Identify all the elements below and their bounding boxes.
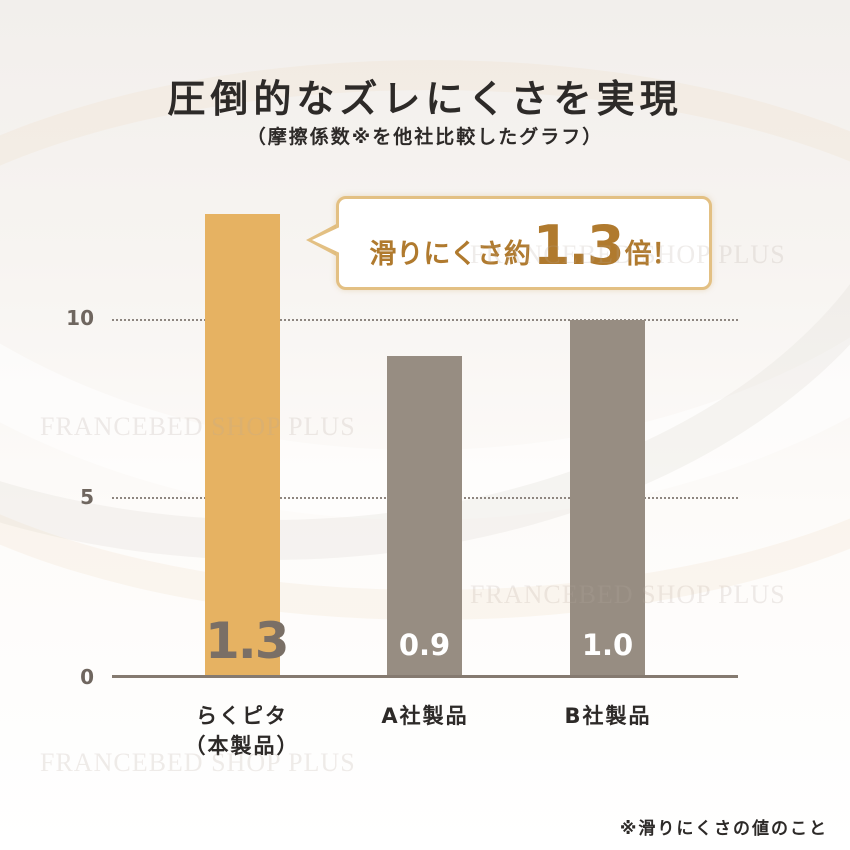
callout-prefix: 滑りにくさ約 bbox=[369, 239, 531, 270]
callout-suffix: 倍！ bbox=[624, 239, 679, 270]
chart-subtitle: （摩擦係数※を他社比較したグラフ） bbox=[246, 126, 604, 148]
bar-company-b: 1.0 bbox=[570, 320, 645, 676]
y-tick-5: 5 bbox=[80, 485, 94, 509]
x-label-company-a: A社製品 bbox=[381, 704, 469, 728]
bar-company-a: 0.9 bbox=[387, 356, 462, 676]
x-axis-baseline bbox=[112, 675, 738, 678]
bar-value-label: 1.3 bbox=[205, 612, 290, 670]
x-label-company-b: B社製品 bbox=[564, 704, 652, 728]
x-label-line1: らくピタ bbox=[196, 704, 288, 728]
watermark: FRANCEBED SHOP PLUS bbox=[470, 240, 786, 269]
watermark: FRANCEBED SHOP PLUS bbox=[40, 412, 356, 441]
watermark: FRANCEBED SHOP PLUS bbox=[470, 580, 786, 609]
x-label-rakupita: らくピタ （本製品） bbox=[172, 701, 312, 761]
callout-text: 滑りにくさ約 1.3 倍！ bbox=[339, 199, 709, 287]
callout-tail-inner bbox=[312, 226, 342, 254]
y-tick-10: 10 bbox=[66, 306, 94, 330]
bar-rakupita: 1.3 bbox=[205, 214, 290, 676]
footnote: ※滑りにくさの値のこと bbox=[619, 819, 828, 839]
y-tick-0: 0 bbox=[80, 665, 94, 689]
callout-number: 1.3 bbox=[532, 214, 625, 277]
callout-bubble: 滑りにくさ約 1.3 倍！ bbox=[336, 196, 712, 290]
watermark: FRANCEBED SHOP PLUS bbox=[40, 748, 356, 777]
bar-value-label: 1.0 bbox=[581, 628, 634, 662]
chart-title: 圧倒的なズレにくさを実現 bbox=[167, 77, 683, 121]
bar-value-label: 0.9 bbox=[398, 628, 451, 662]
x-label-line2: （本製品） bbox=[184, 734, 300, 758]
gridline-10 bbox=[112, 319, 738, 321]
